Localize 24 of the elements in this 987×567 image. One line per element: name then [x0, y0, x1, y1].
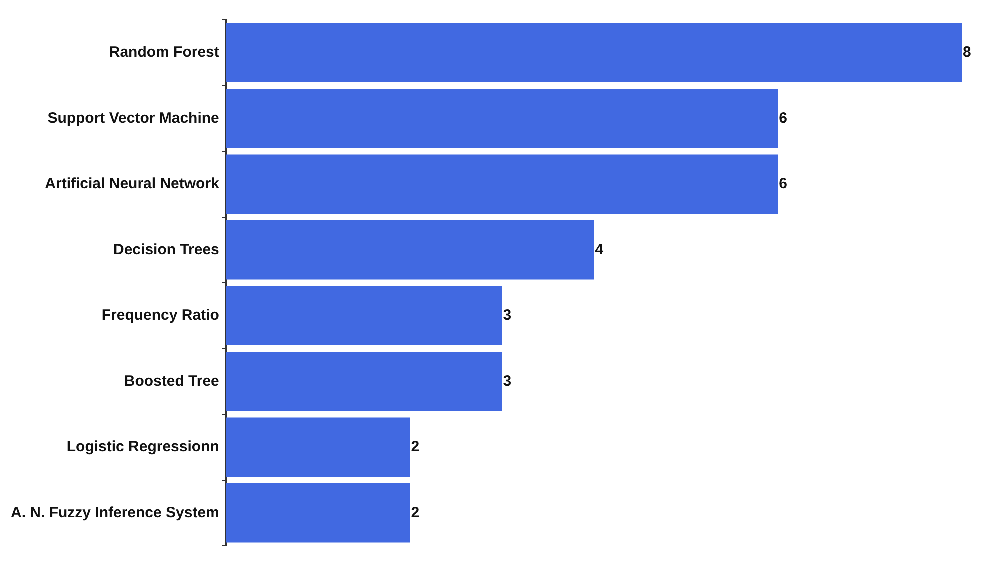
- y-tick-label: Artificial Neural Network: [45, 176, 220, 193]
- data-label: 4: [595, 241, 604, 258]
- y-tick-label: A. N. Fuzzy Inference System: [10, 504, 220, 522]
- data-label: 6: [779, 110, 788, 127]
- bar: [226, 484, 410, 543]
- y-tick-label: Boosted Tree: [124, 372, 220, 390]
- data-label: 2: [411, 504, 420, 522]
- bar: [226, 154, 778, 214]
- data-label: 3: [503, 307, 512, 324]
- bar: [226, 352, 502, 412]
- y-tick-label: Support Vector Machine: [48, 110, 220, 127]
- y-tick-label: Decision Trees: [114, 241, 220, 258]
- y-tick-label: Random Forest: [109, 44, 220, 62]
- bar: [226, 220, 594, 280]
- bar: [226, 418, 410, 477]
- data-label: 6: [779, 176, 788, 193]
- y-tick-label: Logistic Regressionn: [66, 438, 220, 456]
- data-label: 3: [503, 372, 512, 390]
- data-label: 2: [411, 438, 420, 456]
- bar: [226, 23, 962, 82]
- bar: [226, 286, 502, 346]
- data-label: 8: [963, 44, 972, 62]
- bar: [226, 89, 778, 148]
- y-tick-label: Frequency Ratio: [102, 307, 220, 324]
